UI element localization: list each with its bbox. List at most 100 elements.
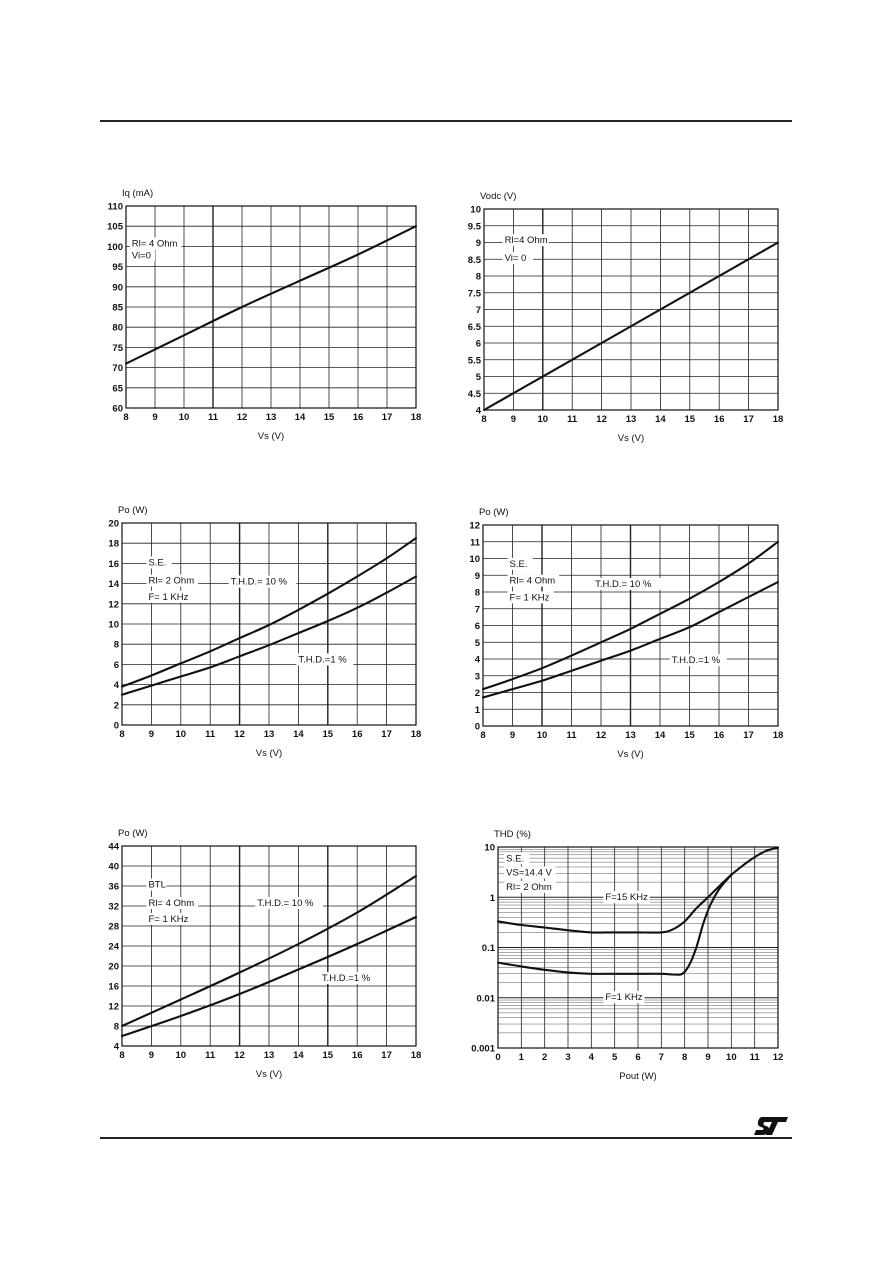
y-tick-label: 100	[107, 242, 123, 253]
y-tick-label: 7	[475, 604, 480, 615]
x-tick-label: 10	[726, 1052, 737, 1063]
x-tick-label: 16	[714, 414, 725, 425]
x-tick-label: 14	[295, 412, 306, 423]
y-tick-label: 5.5	[468, 355, 482, 366]
y-tick-label: 8.5	[468, 255, 482, 266]
y-tick-label: 2	[475, 688, 480, 699]
series-line	[496, 873, 733, 976]
annotation-backing	[146, 574, 199, 587]
x-tick-label: 17	[382, 412, 393, 423]
annotation-backing	[507, 557, 533, 570]
annotation-backing	[146, 556, 172, 569]
series-line	[482, 241, 780, 412]
series-line	[120, 575, 418, 696]
x-tick-label: 2	[542, 1052, 547, 1063]
x-tick-label: 12	[596, 730, 607, 741]
y-tick-label: 4	[114, 1042, 120, 1053]
y-axis-title: Po (W)	[479, 507, 509, 518]
x-tick-label: 13	[626, 414, 637, 425]
y-tick-label: 12	[469, 521, 480, 532]
annotation-label: Rl= 4 Ohm	[510, 576, 556, 587]
x-tick-label: 15	[324, 412, 335, 423]
y-axis-title: Vodc (V)	[480, 191, 516, 202]
plot-frame	[497, 846, 779, 1049]
x-tick-label: 16	[352, 1050, 363, 1061]
x-tick-label: 15	[684, 730, 695, 741]
y-tick-label: 32	[108, 902, 119, 913]
plot-frame	[483, 208, 779, 411]
annotation-backing	[504, 866, 556, 879]
x-axis-title: Pout (W)	[619, 1071, 656, 1082]
x-tick-label: 6	[635, 1052, 640, 1063]
x-tick-label: 13	[264, 729, 275, 740]
y-tick-label: 75	[112, 343, 123, 354]
x-tick-label: 16	[714, 730, 725, 741]
x-tick-label: 18	[411, 412, 422, 423]
x-tick-label: 8	[480, 730, 485, 741]
x-tick-label: 9	[705, 1052, 710, 1063]
annotation-backing	[296, 653, 354, 666]
y-axis-title: Iq (mA)	[122, 188, 153, 199]
series-line	[124, 225, 418, 365]
y-tick-label: 9	[476, 238, 481, 249]
x-tick-label: 15	[323, 1050, 334, 1061]
x-tick-label: 5	[612, 1052, 618, 1063]
x-tick-label: 4	[589, 1052, 595, 1063]
x-tick-label: 18	[773, 730, 784, 741]
x-tick-label: 10	[537, 730, 548, 741]
y-tick-label: 40	[108, 862, 119, 873]
y-tick-label: 80	[112, 323, 123, 334]
y-tick-label: 9	[475, 571, 480, 582]
annotation-backing	[507, 574, 560, 587]
y-tick-label: 0.001	[471, 1044, 495, 1055]
x-tick-label: 14	[655, 730, 666, 741]
plot-frame	[121, 845, 417, 1047]
y-tick-label: 105	[107, 222, 124, 233]
annotation-label: T.H.D.= 10 %	[231, 577, 288, 588]
y-tick-label: 6	[114, 660, 119, 671]
annotation-label: BTL	[148, 880, 165, 891]
y-tick-label: 20	[108, 519, 119, 530]
x-tick-label: 16	[352, 729, 363, 740]
annotation-label: T.H.D.=1 %	[672, 655, 721, 666]
series-line	[120, 874, 418, 1028]
series-line	[481, 580, 780, 699]
x-tick-label: 17	[381, 729, 392, 740]
st-logo-mark	[754, 1117, 788, 1135]
chart-iq-vs-vs: 8 9 10 11 12 13 14 15 16 17 18 60 65 70 75 80 85 90 95 100 1…	[107, 188, 421, 442]
x-tick-label: 12	[234, 1050, 245, 1061]
y-tick-label: 4	[475, 655, 481, 666]
x-tick-label: 14	[293, 729, 304, 740]
annotation-backing	[228, 575, 297, 588]
y-tick-label: 10	[470, 205, 481, 216]
y-tick-label: 24	[108, 942, 119, 953]
y-tick-label: 20	[108, 962, 119, 973]
x-tick-label: 8	[123, 412, 128, 423]
y-tick-label: 0	[114, 721, 119, 732]
x-tick-label: 8	[481, 414, 486, 425]
y-tick-label: 1	[475, 705, 481, 716]
x-tick-label: 3	[565, 1052, 570, 1063]
annotation-backing	[504, 880, 556, 893]
y-tick-label: 0.1	[482, 943, 496, 954]
y-tick-label: 5	[475, 638, 481, 649]
y-tick-label: 12	[108, 599, 119, 610]
y-tick-label: 7	[476, 305, 481, 316]
y-tick-label: 6	[476, 339, 481, 350]
x-tick-label: 17	[381, 1050, 392, 1061]
annotation-backing	[255, 897, 323, 909]
x-tick-label: 9	[511, 414, 516, 425]
y-tick-label: 14	[108, 579, 119, 590]
x-tick-label: 11	[205, 729, 216, 740]
y-tick-label: 95	[112, 262, 123, 273]
x-tick-label: 7	[659, 1052, 664, 1063]
footer-rule	[100, 1137, 792, 1139]
y-axis-title: Po (W)	[118, 828, 148, 839]
annotation-label: Rl= 4 Ohm	[132, 238, 178, 249]
x-tick-label: 13	[266, 412, 277, 423]
annotation-label: S.E.	[148, 557, 166, 568]
y-tick-label: 2	[114, 700, 119, 711]
x-tick-label: 15	[685, 414, 696, 425]
